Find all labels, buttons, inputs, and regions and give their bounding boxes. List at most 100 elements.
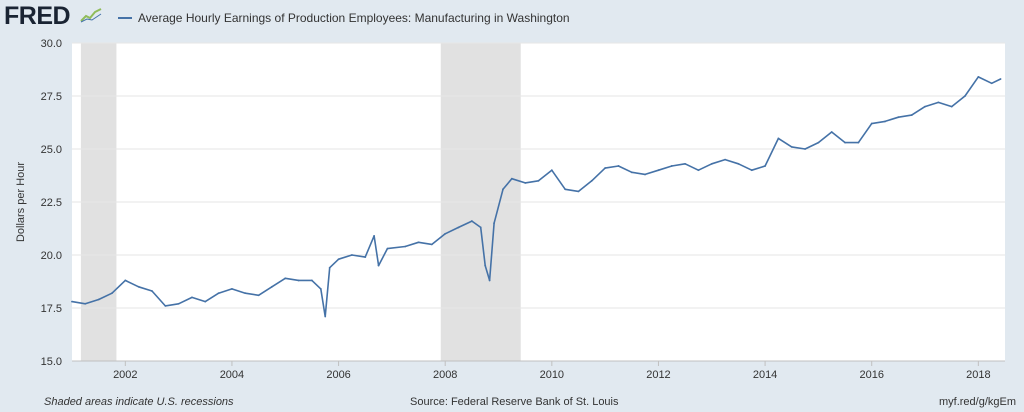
data-point <box>404 245 407 248</box>
data-point <box>191 296 193 299</box>
data-point <box>257 294 260 297</box>
x-tick-label: 2014 <box>753 369 777 381</box>
fred-chart-icon <box>80 7 102 23</box>
data-point <box>697 169 700 172</box>
data-point <box>764 165 766 167</box>
y-tick-label: 22.5 <box>41 197 62 209</box>
data-point <box>964 95 966 97</box>
data-point <box>484 264 487 267</box>
data-point <box>297 279 300 282</box>
data-point <box>950 105 953 108</box>
data-point <box>844 141 846 144</box>
data-point <box>377 264 380 267</box>
x-tick-label: 2002 <box>113 369 137 381</box>
chart-legend: Average Hourly Earnings of Production Em… <box>118 11 570 25</box>
data-point <box>71 300 73 303</box>
data-point <box>590 179 593 182</box>
data-point <box>457 226 460 229</box>
data-point <box>488 279 491 282</box>
data-point <box>217 292 220 295</box>
chart-header: FRED Average Hourly Earnings of Producti… <box>0 0 1024 34</box>
data-point <box>111 292 113 295</box>
y-tick-label: 27.5 <box>41 91 62 103</box>
y-tick-label: 15.0 <box>41 356 62 368</box>
legend-swatch <box>118 17 132 19</box>
data-point <box>479 226 482 229</box>
x-tick-label: 2004 <box>220 369 244 381</box>
chart-svg: 15.0 17.5 20.0 22.5 25.0 27.5 30.0 2002 2004 200… <box>15 38 1005 381</box>
data-point <box>137 285 140 288</box>
data-point <box>124 279 127 282</box>
data-point <box>724 158 726 161</box>
data-point <box>231 288 233 290</box>
x-tick-label: 2018 <box>966 369 990 381</box>
data-point <box>737 162 740 165</box>
data-point <box>870 122 873 125</box>
recession-note: Shaded areas indicate U.S. recessions <box>44 396 234 408</box>
data-point <box>630 171 633 174</box>
data-point <box>311 279 313 282</box>
data-point <box>386 247 389 250</box>
data-point <box>493 222 495 225</box>
data-point <box>164 304 167 307</box>
data-point <box>204 300 207 303</box>
data-point <box>924 105 926 108</box>
data-point <box>97 298 100 301</box>
data-point <box>910 114 913 116</box>
y-tick-label: 17.5 <box>41 303 62 315</box>
data-point <box>937 101 940 104</box>
data-point <box>684 162 687 165</box>
data-point <box>244 292 247 295</box>
data-point <box>897 116 900 119</box>
data-point <box>328 266 331 269</box>
data-point <box>470 220 473 222</box>
data-point <box>284 277 287 280</box>
data-point <box>604 167 607 169</box>
data-point <box>977 76 980 78</box>
legend-label: Average Hourly Earnings of Production Em… <box>138 11 570 25</box>
data-point <box>373 235 376 237</box>
data-point <box>84 302 87 305</box>
data-point <box>990 82 993 85</box>
data-point <box>830 131 833 133</box>
data-point <box>564 188 567 191</box>
data-point <box>657 169 660 172</box>
data-point <box>337 258 340 261</box>
data-point <box>430 243 433 246</box>
y-tick-label: 30.0 <box>41 38 62 50</box>
x-tick-label: 2010 <box>540 369 564 381</box>
x-tick-label: 2016 <box>859 369 883 381</box>
fred-logo[interactable]: FRED <box>4 2 71 30</box>
data-point <box>804 148 806 150</box>
data-point <box>857 141 860 144</box>
data-point <box>319 288 322 290</box>
data-point <box>577 190 580 193</box>
data-point <box>710 162 713 165</box>
x-tick-label: 2008 <box>433 369 457 381</box>
data-point <box>777 137 780 140</box>
data-point <box>444 232 447 235</box>
source-note: Source: Federal Reserve Bank of St. Loui… <box>410 396 619 408</box>
data-point <box>417 241 420 244</box>
data-point <box>884 120 886 123</box>
data-point <box>524 182 527 184</box>
data-point <box>817 141 820 144</box>
data-point <box>790 145 793 148</box>
data-point <box>550 169 553 172</box>
data-point <box>750 169 753 172</box>
data-point <box>177 302 180 305</box>
short-url[interactable]: myf.red/g/kgEm <box>938 396 1016 408</box>
data-point <box>351 254 353 256</box>
data-point <box>502 188 504 191</box>
data-point <box>670 165 673 167</box>
data-point <box>324 315 327 318</box>
data-point <box>364 256 367 259</box>
data-point <box>151 290 153 292</box>
x-tick-label: 2012 <box>646 369 670 381</box>
data-point <box>510 177 513 180</box>
data-point <box>999 78 1002 80</box>
x-tick-label: 2006 <box>326 369 350 381</box>
data-point <box>617 165 620 167</box>
data-point <box>271 285 273 288</box>
y-axis-title: Dollars per Hour <box>15 162 27 242</box>
